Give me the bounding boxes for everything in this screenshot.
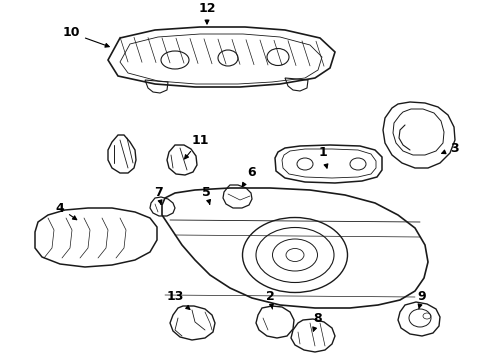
Text: 12: 12 [198,1,216,24]
Text: 1: 1 [318,147,328,168]
Text: 9: 9 [417,291,426,309]
Text: 8: 8 [313,311,322,331]
Text: 10: 10 [63,27,109,47]
Text: 2: 2 [266,291,274,309]
Text: 6: 6 [242,166,256,186]
Text: 3: 3 [441,141,459,154]
Text: 11: 11 [185,134,209,159]
Text: 13: 13 [166,291,190,310]
Text: 7: 7 [154,185,162,204]
Text: 4: 4 [56,202,77,220]
Text: 5: 5 [202,185,211,204]
